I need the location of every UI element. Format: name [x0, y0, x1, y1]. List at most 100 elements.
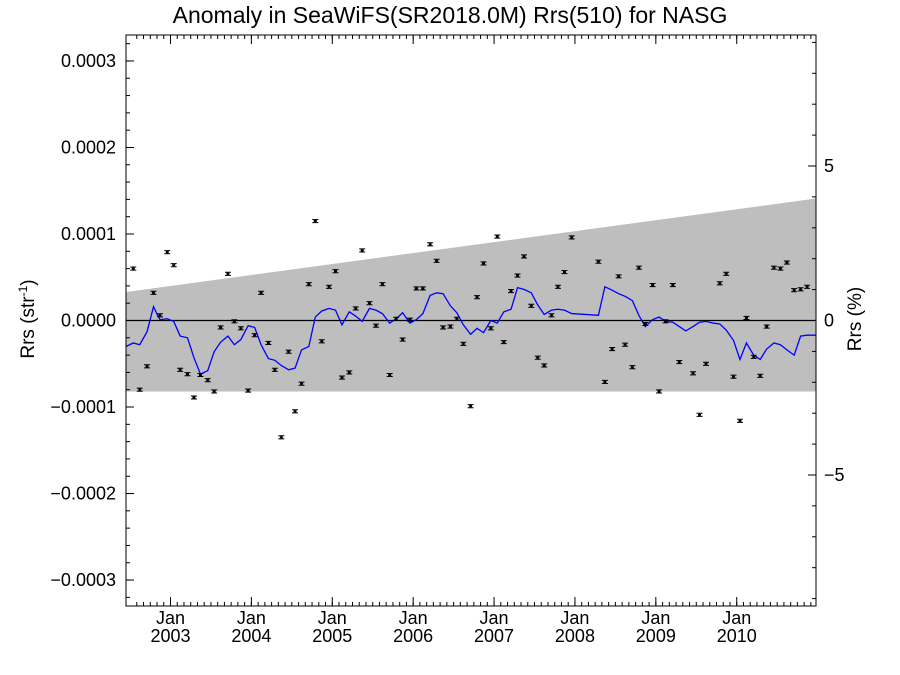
data-point [495, 235, 499, 238]
data-point [482, 262, 486, 265]
data-point [596, 260, 600, 263]
data-point [172, 264, 176, 267]
data-point [307, 283, 311, 286]
data-point [327, 285, 331, 288]
data-point [610, 348, 614, 351]
x-tick-label-year: 2010 [717, 626, 757, 646]
data-point [388, 374, 392, 377]
data-point [206, 379, 210, 382]
data-point [380, 283, 384, 286]
data-point [643, 322, 647, 325]
data-point [570, 236, 574, 239]
data-point [630, 366, 634, 369]
x-tick-label-month: Jan [237, 608, 266, 628]
y-tick-label: 0.0003 [61, 51, 116, 71]
data-point [718, 282, 722, 285]
data-point [287, 350, 291, 353]
x-tick-label-year: 2009 [636, 626, 676, 646]
data-point [489, 327, 493, 330]
data-point [502, 341, 506, 344]
data-point [185, 373, 189, 376]
data-point [461, 342, 465, 345]
data-point [752, 355, 756, 358]
data-point [367, 302, 371, 305]
data-point [226, 272, 230, 275]
data-point [253, 334, 257, 337]
data-point [617, 275, 621, 278]
data-point [562, 271, 566, 274]
data-point [219, 326, 223, 329]
data-point [657, 390, 661, 393]
data-point [671, 284, 675, 287]
data-point [785, 261, 789, 264]
data-point [651, 284, 655, 287]
data-point [198, 374, 202, 377]
data-point [542, 364, 546, 367]
data-point [340, 376, 344, 379]
data-point [152, 291, 156, 294]
data-point [731, 375, 735, 378]
data-point [165, 251, 169, 254]
data-point [522, 255, 526, 258]
data-point [637, 266, 641, 269]
data-point [455, 317, 459, 320]
data-point [279, 436, 283, 439]
data-point [232, 320, 236, 323]
data-point [421, 287, 425, 290]
data-point [259, 291, 263, 294]
data-point [138, 388, 142, 391]
data-point [792, 289, 796, 292]
data-point [360, 249, 364, 252]
data-point [414, 287, 418, 290]
data-point [691, 372, 695, 375]
data-point [192, 396, 196, 399]
y-tick-label: 0.0002 [61, 137, 116, 157]
y-tick-label: −0.0002 [50, 484, 116, 504]
data-point [212, 390, 216, 393]
x-tick-label-year: 2007 [474, 626, 514, 646]
y2-tick-label: 0 [824, 311, 834, 331]
data-point [158, 314, 162, 317]
x-tick-label-month: Jan [318, 608, 347, 628]
data-point [758, 374, 762, 377]
data-point [778, 267, 782, 270]
data-point [475, 296, 479, 299]
x-tick-label-month: Jan [399, 608, 428, 628]
data-point [441, 326, 445, 329]
data-point [536, 356, 540, 359]
data-point [374, 324, 378, 327]
data-point [273, 368, 277, 371]
data-point [677, 361, 681, 364]
data-point [178, 368, 182, 371]
data-point [435, 259, 439, 262]
data-point [738, 419, 742, 422]
x-tick-label-month: Jan [641, 608, 670, 628]
x-tick-label-month: Jan [722, 608, 751, 628]
y-tick-label: −0.0001 [50, 397, 116, 417]
x-tick-label-year: 2005 [312, 626, 352, 646]
x-tick-label-month: Jan [156, 608, 185, 628]
data-point [320, 340, 324, 343]
data-point [724, 272, 728, 275]
data-point [509, 290, 513, 293]
data-point [293, 410, 297, 413]
data-point [603, 380, 607, 383]
data-point [401, 338, 405, 341]
data-point [313, 220, 317, 223]
data-point [246, 389, 250, 392]
y-tick-label: 0.0001 [61, 224, 116, 244]
x-tick-label-year: 2006 [393, 626, 433, 646]
data-point [704, 362, 708, 365]
data-point [145, 365, 149, 368]
data-point [772, 266, 776, 269]
data-point [469, 405, 473, 408]
chart-title: Anomaly in SeaWiFS(SR2018.0M) Rrs(510) f… [172, 2, 728, 28]
data-point [623, 343, 627, 346]
y2-tick-label: −5 [824, 465, 845, 485]
data-point [334, 270, 338, 273]
data-point [131, 267, 135, 270]
data-point [698, 413, 702, 416]
data-point [448, 325, 452, 328]
y-tick-label: 0.0000 [61, 311, 116, 331]
